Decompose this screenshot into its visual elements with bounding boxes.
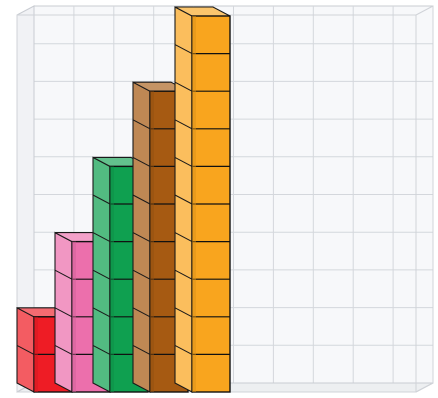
cube-divider-side (132, 232, 151, 243)
bar-shade (72, 241, 76, 392)
cube-divider-side (132, 344, 151, 355)
cube-divider-side (92, 232, 111, 243)
bar-shade (150, 91, 154, 392)
cube-divider-side (92, 269, 111, 280)
cube-divider-side (174, 119, 193, 130)
cube-divider-side (54, 269, 73, 280)
cube-divider-side (174, 156, 193, 167)
cube-divider-side (174, 44, 193, 55)
cube-divider-side (174, 81, 193, 92)
cube-divider-side (92, 344, 111, 355)
cube-divider-side (16, 344, 35, 355)
cube-divider-side (132, 269, 151, 280)
cube-divider-side (92, 194, 111, 205)
cube-divider-side (174, 307, 193, 318)
bar-shade (192, 16, 196, 392)
cube-divider-side (132, 156, 151, 167)
cube-divider-side (54, 344, 73, 355)
cube-columns (16, 6, 231, 393)
bar (92, 156, 149, 393)
bar (174, 6, 231, 393)
frame-edge (415, 5, 434, 16)
cube-divider-side (174, 194, 193, 205)
cube-divider-side (54, 307, 73, 318)
cube-divider-side (132, 194, 151, 205)
frame-edge (415, 382, 434, 393)
cube-divider-side (132, 307, 151, 318)
cube-divider-side (174, 232, 193, 243)
cube-divider-side (174, 269, 193, 280)
cube-divider-side (92, 307, 111, 318)
cube-divider-side (132, 119, 151, 130)
bar-shade (110, 166, 114, 392)
cube-divider-side (174, 344, 193, 355)
bar-shade (34, 316, 38, 392)
